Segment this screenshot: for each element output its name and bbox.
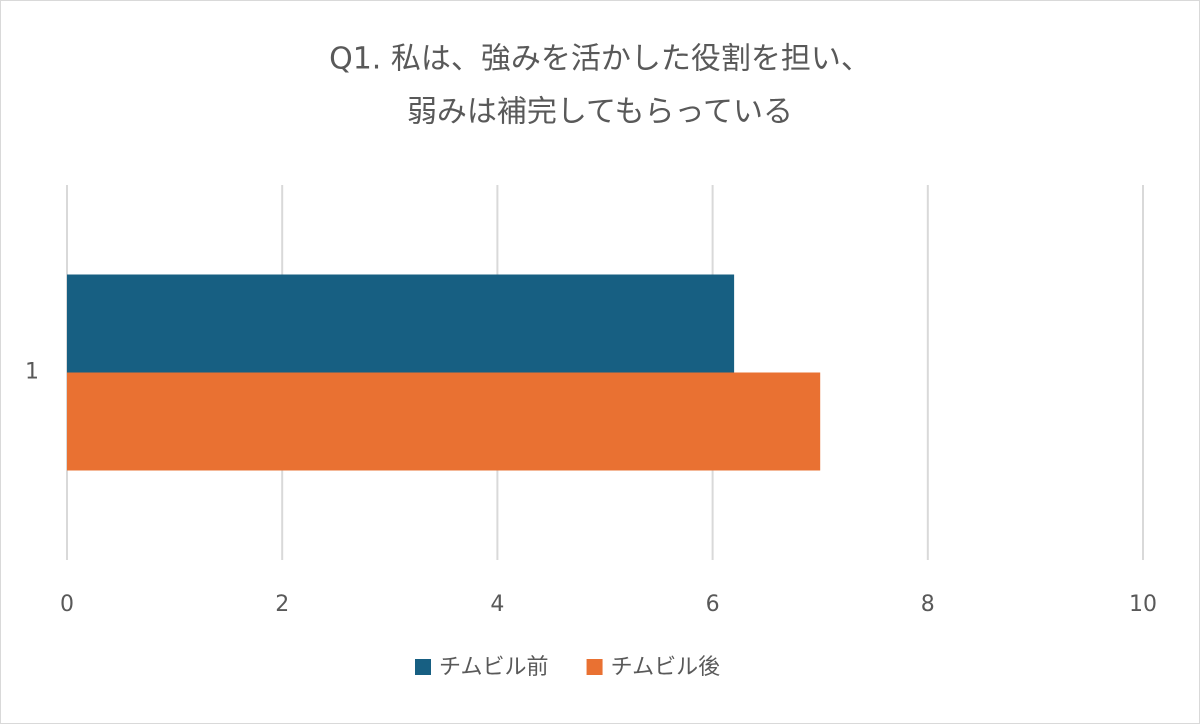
bar: [67, 274, 735, 373]
x-tick-label: 4: [490, 592, 504, 617]
legend-swatch: [586, 659, 603, 675]
legend-label: チムビル前: [439, 655, 549, 680]
chart-title: 弱みは補完してもらっている: [407, 95, 793, 130]
bar: [67, 372, 821, 471]
x-tick-label: 0: [60, 592, 74, 617]
x-tick-label: 6: [706, 592, 720, 617]
legend-label: チムビル後: [611, 655, 721, 680]
x-tick-label: 10: [1129, 592, 1157, 617]
x-tick-label: 8: [921, 592, 935, 617]
chart-title: Q1. 私は、強みを活かした役割を担い、: [329, 42, 871, 77]
legend-swatch: [415, 659, 431, 675]
y-tick-label: 1: [25, 360, 39, 385]
x-tick-label: 2: [275, 592, 289, 617]
